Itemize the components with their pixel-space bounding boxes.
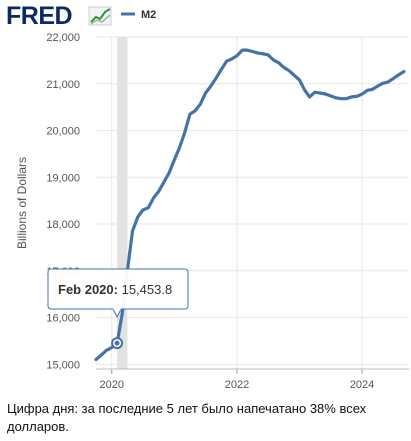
legend-label-m2: M2 [141,9,156,21]
y-axis-title: Billions of Dollars [15,157,29,249]
fred-trend-graph-icon [88,6,112,26]
y-tick-label: 15,000 [46,359,80,371]
tooltip-marker [114,340,120,346]
y-tick-label: 19,000 [46,172,80,184]
fred-chart-card: FREDM215,00016,00017,00018,00019,00020,0… [6,2,409,391]
tooltip-date: Feb 2020: [58,282,122,297]
y-tick-label: 21,000 [46,79,80,91]
y-tick-label: 20,000 [46,126,80,138]
caption-text: Цифра дня: за последние 5 лет было напеч… [0,392,411,441]
recession-shade [117,37,128,369]
y-tick-label: 18,000 [46,219,80,231]
tooltip-pointer-cover [113,308,121,310]
fred-logo-text: FRED [6,2,72,30]
x-tick-label: 2024 [350,379,374,391]
m2-line-chart: FREDM215,00016,00017,00018,00019,00020,0… [6,2,409,391]
y-tick-label: 22,000 [46,32,80,44]
tooltip-text: Feb 2020: 15,453.8 [58,282,172,297]
y-tick-label: 16,000 [46,313,80,325]
series-line-m2 [94,48,406,362]
x-tick-label: 2020 [100,379,124,391]
tooltip-value: 15,453.8 [122,282,173,297]
x-tick-label: 2022 [225,379,249,391]
